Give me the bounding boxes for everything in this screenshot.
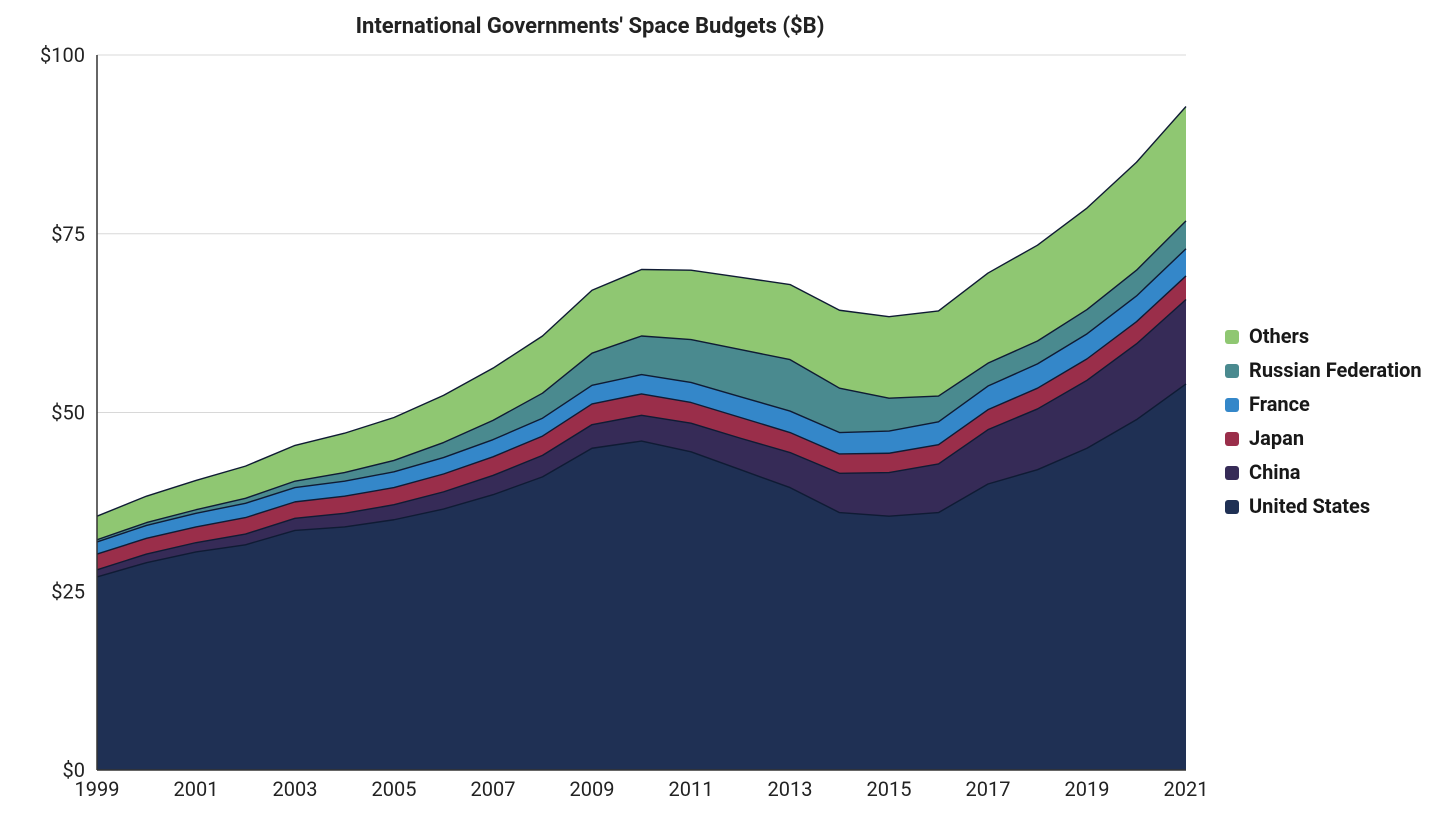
legend-swatch	[1225, 330, 1239, 344]
x-tick-label: 2011	[669, 777, 714, 801]
x-tick-label: 2005	[372, 777, 417, 801]
legend-label: United States	[1249, 494, 1370, 518]
legend-label: Japan	[1249, 426, 1304, 450]
legend-swatch	[1225, 466, 1239, 480]
legend-label: Russian Federation	[1249, 358, 1422, 382]
x-tick-label: 2001	[174, 777, 219, 801]
x-tick-label: 1999	[75, 777, 120, 801]
legend-label: China	[1249, 460, 1301, 484]
chart-container: International Governments' Space Budgets…	[0, 0, 1456, 827]
legend-swatch	[1225, 432, 1239, 446]
y-tick-label: $50	[51, 401, 85, 425]
x-tick-label: 2021	[1164, 777, 1209, 801]
legend-swatch	[1225, 398, 1239, 412]
x-tick-label: 2003	[273, 777, 318, 801]
x-tick-label: 2009	[570, 777, 615, 801]
x-tick-label: 2019	[1065, 777, 1110, 801]
stacked-area-chart: $0$25$50$75$1001999200120032005200720092…	[0, 0, 1456, 827]
legend-swatch	[1225, 500, 1239, 514]
y-tick-label: $75	[51, 222, 85, 246]
y-tick-label: $25	[51, 579, 85, 603]
legend-label: Others	[1249, 324, 1309, 348]
x-tick-label: 2007	[471, 777, 516, 801]
chart-title: International Governments' Space Budgets…	[0, 14, 1180, 39]
legend-label: France	[1249, 392, 1310, 416]
y-tick-label: $100	[40, 43, 85, 67]
x-tick-label: 2013	[768, 777, 813, 801]
legend: Others Russian Federation France Japan China…	[1225, 324, 1422, 518]
x-tick-label: 2017	[966, 777, 1011, 801]
x-tick-label: 2015	[867, 777, 912, 801]
legend-swatch	[1225, 364, 1239, 378]
